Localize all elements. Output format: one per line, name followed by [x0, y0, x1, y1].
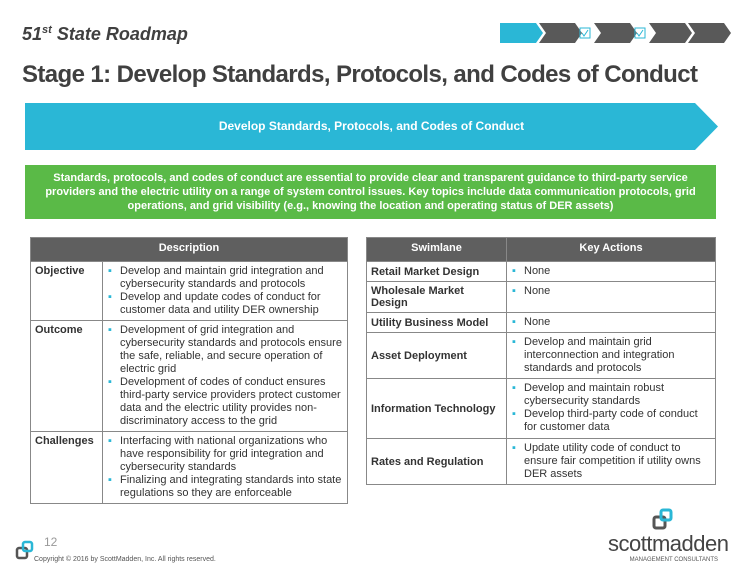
check-icon [581, 29, 589, 37]
checkbox-icon [634, 27, 646, 39]
row-label: Outcome [30, 320, 103, 432]
swimlane-header: Swimlane [366, 237, 507, 262]
row-items: Develop and maintain robust cybersecurit… [506, 378, 716, 439]
page-number: 12 [44, 535, 58, 549]
list-item: Develop and update codes of conduct for … [108, 291, 343, 317]
logo-mark-icon [652, 508, 673, 530]
list-item: Develop third-party code of conduct for … [512, 408, 711, 434]
list-item: Interfacing with national organizations … [108, 435, 343, 474]
table-row: Asset DeploymentDevelop and maintain gri… [366, 332, 716, 379]
row-label: Rates and Regulation [366, 438, 507, 485]
row-items: Development of grid integration and cybe… [102, 320, 348, 432]
list-item: Develop and maintain grid integration an… [108, 265, 343, 291]
row-label: Asset Deployment [366, 332, 507, 379]
chevron-step [649, 23, 692, 43]
row-label: Objective [30, 261, 103, 321]
chevron-step [539, 23, 582, 43]
row-label: Utility Business Model [366, 312, 507, 333]
table-row: ChallengesInterfacing with national orga… [30, 431, 348, 504]
list-item: Develop and maintain robust cybersecurit… [512, 382, 711, 408]
row-label: Information Technology [366, 378, 507, 439]
list-item: None [512, 265, 711, 278]
row-items: None [506, 281, 716, 313]
list-item: Finalizing and integrating standards int… [108, 474, 343, 500]
scottmadden-logo: scottmadden MANAGEMENT CONSULTANTS [608, 508, 729, 564]
chevron-step [688, 23, 731, 43]
supertitle: 51st State Roadmap [22, 24, 188, 44]
row-items: None [506, 261, 716, 282]
table-row: Information TechnologyDevelop and mainta… [366, 378, 716, 439]
description-table: Description ObjectiveDevelop and maintai… [30, 237, 348, 504]
table-row: Rates and RegulationUpdate utility code … [366, 438, 716, 485]
check-icon [636, 29, 644, 37]
chevron-step [500, 23, 543, 43]
row-items: Interfacing with national organizations … [102, 431, 348, 504]
list-item: None [512, 285, 711, 298]
chevron-step [594, 23, 637, 43]
row-label: Retail Market Design [366, 261, 507, 282]
banner-arrow [25, 103, 718, 150]
progress-chevrons [500, 23, 731, 43]
row-items: None [506, 312, 716, 333]
table-row: Wholesale Market Design None [366, 281, 716, 313]
row-items: Update utility code of conduct to ensure… [506, 438, 716, 485]
row-label: Challenges [30, 431, 103, 504]
list-item: Update utility code of conduct to ensure… [512, 442, 711, 481]
row-label: Wholesale Market Design [366, 281, 507, 313]
logo-name: scottmadden [608, 531, 729, 556]
summary-box: Standards, protocols, and codes of condu… [25, 165, 716, 219]
banner-text: Develop Standards, Protocols, and Codes … [218, 119, 525, 133]
copyright: Copyright © 2016 by ScottMadden, Inc. Al… [34, 556, 216, 563]
list-item: None [512, 316, 711, 329]
page-title: Stage 1: Develop Standards, Protocols, a… [22, 61, 698, 88]
list-item: Development of codes of conduct ensures … [108, 376, 343, 428]
logo-tagline: MANAGEMENT CONSULTANTS [629, 557, 718, 563]
table-row: Retail Market Design None [366, 261, 716, 282]
row-items: Develop and maintain grid integration an… [102, 261, 348, 321]
footer-logo-icon [15, 540, 34, 560]
list-item: Development of grid integration and cybe… [108, 324, 343, 376]
swimlane-table: Swimlane Key Actions Retail Market Design… [366, 237, 716, 485]
checkbox-icon [579, 27, 591, 39]
table-row: ObjectiveDevelop and maintain grid integ… [30, 261, 348, 321]
table-row: Utility Business Model None [366, 312, 716, 333]
row-items: Develop and maintain grid interconnectio… [506, 332, 716, 379]
list-item: Develop and maintain grid interconnectio… [512, 336, 711, 375]
description-header: Description [30, 237, 348, 262]
table-row: OutcomeDevelopment of grid integration a… [30, 320, 348, 432]
key-actions-header: Key Actions [506, 237, 716, 262]
